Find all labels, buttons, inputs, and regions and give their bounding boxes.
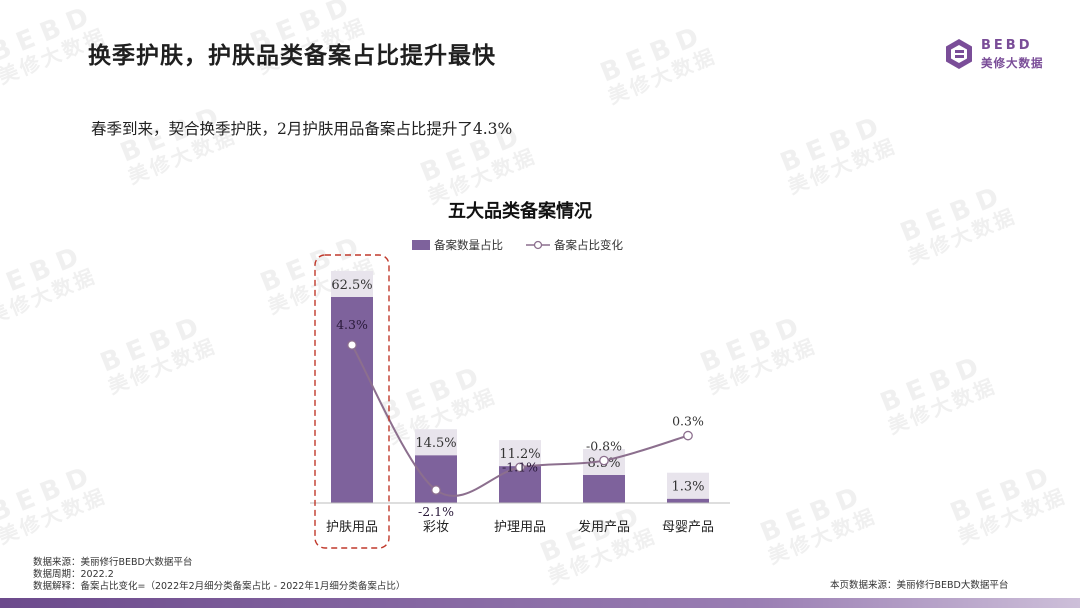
change-label-4: -0.8% [586,439,622,454]
category-label-3: 护理用品 [494,520,546,535]
footnote-source: 数据来源：美丽修行BEBD大数据平台 [33,557,193,568]
bar-label-bg-1 [331,271,373,297]
page-subtitle: 春季到来，契合换季护肤，2月护肤用品备案占比提升了4.3% [91,120,513,138]
footnote-period: 数据周期：2022.2 [33,569,114,580]
change-label-2: -2.1% [418,504,454,519]
change-label-1: 4.3% [336,317,368,332]
legend-swatch-bar [412,240,430,250]
bar-label-5: 1.3% [671,480,704,495]
bar-label-bg-2 [415,429,457,456]
chart-title: 五大品类备案情况 [448,200,592,222]
brand-logo-cn: 美修大数据 [981,56,1044,70]
brand-logo-en: BEBD [981,38,1033,53]
page-source-note: 本页数据来源：美丽修行BEBD大数据平台 [830,580,1009,591]
legend-marker [533,240,543,250]
category-label-1: 护肤用品 [326,520,378,535]
change-point-3 [515,462,525,473]
bar-label-2: 14.5% [415,436,456,451]
change-label-3: -1.1% [502,459,538,474]
bar-label-1: 62.5% [331,278,372,293]
footnote-explanation: 数据解释：备案占比变化=（2022年2月细分类备案占比 - 2022年1月细分类… [33,581,406,592]
legend-label-bar: 备案数量占比 [434,238,503,252]
category-label-2: 彩妆 [423,520,449,535]
legend-label-line: 备案占比变化 [554,238,623,252]
brand-logo: BEBD 美修大数据 [944,38,1054,72]
footnotes: 数据来源：美丽修行BEBD大数据平台 数据周期：2022.2 数据解释：备案占比… [33,557,405,593]
change-point-5 [683,430,693,441]
bar-5 [667,498,709,503]
bar-label-3: 11.2% [499,447,540,462]
change-point-4 [599,455,609,466]
bar-label-bg-3 [499,440,541,467]
brand-logo-icon [946,39,972,69]
highlight-box [314,254,390,549]
bottom-accent-bar [0,598,1080,608]
bar-label-bg-5 [667,472,709,499]
change-point-2 [431,485,441,495]
category-label-4: 发用产品 [578,519,630,535]
category-label-5: 母婴产品 [662,520,714,535]
bar-1 [331,297,373,503]
change-label-5: 0.3% [672,414,704,429]
change-line [351,344,689,497]
change-point-1 [347,340,357,350]
page-title: 换季护肤，护肤品类备案占比提升最快 [88,43,496,69]
bar-4 [583,474,625,503]
